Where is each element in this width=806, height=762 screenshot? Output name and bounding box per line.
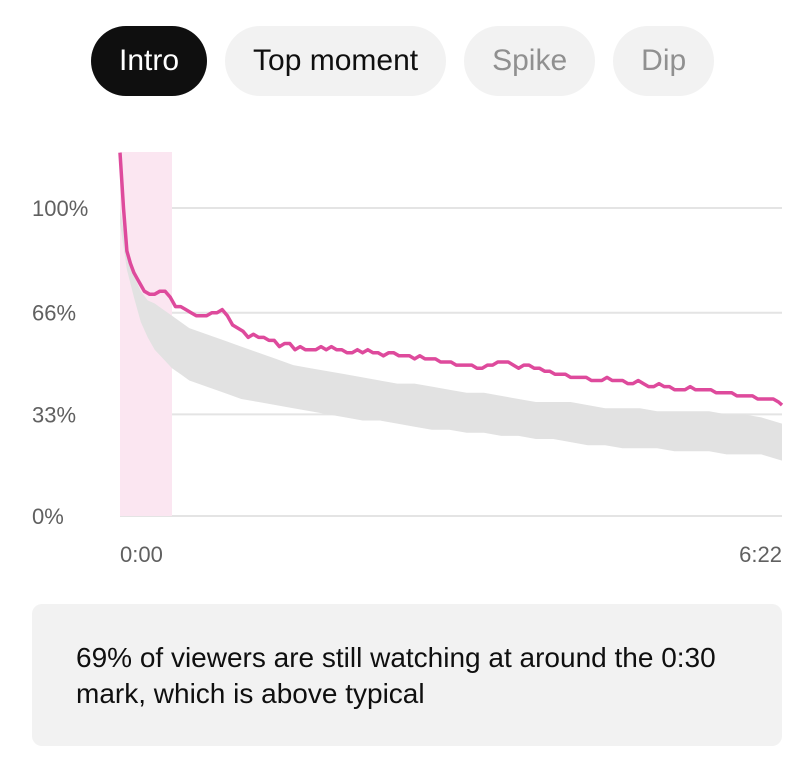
y-tick-labels: 0% 33% 66% 100% (32, 196, 88, 529)
x-tick-label: 6:22 (739, 542, 782, 567)
y-tick-label: 100% (32, 196, 88, 221)
y-tick-label: 0% (32, 504, 64, 529)
chip-top-moment[interactable]: Top moment (225, 26, 447, 96)
moment-chips: Intro Top moment Spike Dip (91, 26, 715, 96)
y-tick-label: 33% (32, 402, 76, 427)
x-tick-label: 0:00 (120, 542, 163, 567)
chip-spike[interactable]: Spike (464, 26, 596, 96)
typical-range-band (120, 208, 782, 461)
y-tick-label: 66% (32, 301, 76, 326)
chip-dip[interactable]: Dip (613, 26, 715, 96)
retention-chart: 0% 33% 66% 100% 0:00 6:22 (32, 152, 784, 567)
retention-line (118, 152, 784, 407)
retention-callout: 69% of viewers are still watching at aro… (32, 604, 782, 746)
x-tick-labels: 0:00 6:22 (120, 542, 782, 567)
callout-text: 69% of viewers are still watching at aro… (76, 642, 716, 709)
chip-intro[interactable]: Intro (91, 26, 208, 96)
